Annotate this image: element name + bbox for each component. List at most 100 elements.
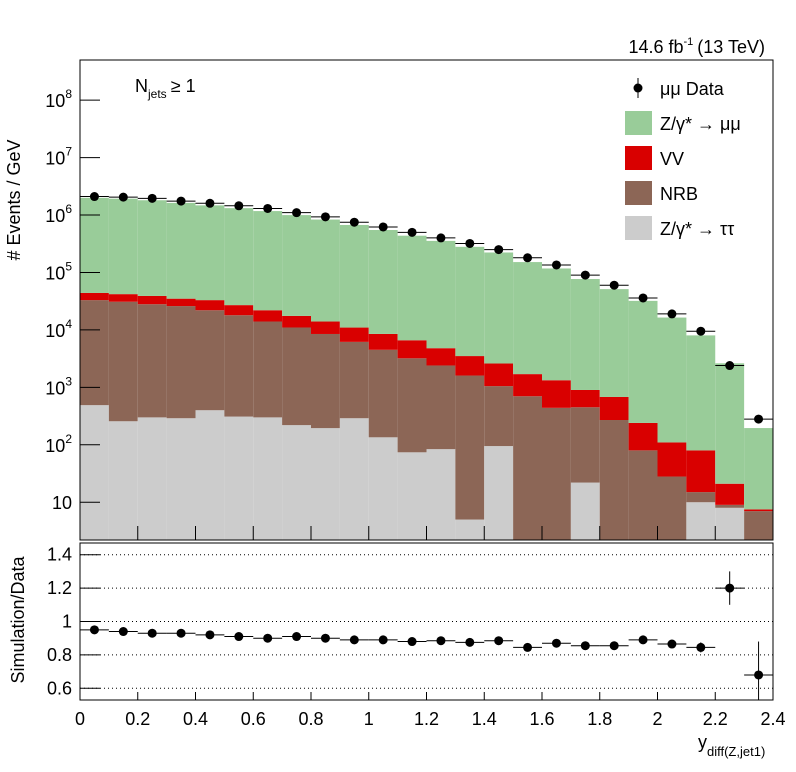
legend-swatch (625, 146, 652, 170)
x-tick-label: 2.2 (703, 709, 728, 729)
stack-bar (368, 333, 398, 350)
stack-bar (426, 449, 456, 540)
stack-bar (339, 327, 369, 342)
stack-bar (513, 262, 542, 375)
ratio-point (89, 625, 99, 635)
data-point (118, 192, 128, 202)
stack-bar (455, 246, 485, 357)
stack-bar (195, 310, 225, 411)
y-tick-label: 106 (45, 202, 72, 226)
stack-bar (108, 421, 138, 540)
stack-bar (137, 200, 167, 296)
x-tick-label: 2.4 (760, 709, 785, 729)
legend-label: μμ Data (660, 79, 725, 99)
annotation-base: N (135, 76, 148, 96)
data-point (754, 414, 764, 424)
stack-bar (397, 358, 427, 453)
stack-bar (368, 230, 398, 334)
ratio-point (494, 636, 504, 646)
y-tick-base: 10 (45, 321, 65, 341)
stack-bar (166, 418, 196, 540)
data-point (667, 309, 677, 319)
y-tick-base: 10 (45, 378, 65, 398)
legend-swatch (625, 111, 652, 135)
x-tick-label: 2 (652, 709, 662, 729)
stack-bar (195, 205, 225, 301)
stack-bar (686, 335, 716, 451)
stack-bar (282, 215, 311, 316)
stack-bar (426, 365, 456, 450)
stack-bar (339, 224, 369, 328)
annotation-rest: ≥ 1 (171, 76, 196, 96)
stack-bar (484, 446, 514, 540)
stack-bar (484, 363, 514, 387)
stack-bar (484, 386, 514, 447)
ratio-point (725, 583, 735, 593)
y-tick-label: 103 (45, 374, 72, 398)
stack-bar (657, 317, 687, 443)
ratio-point (292, 632, 302, 642)
stack-bar (339, 341, 369, 419)
data-point (523, 253, 533, 263)
stack-bar (628, 450, 658, 540)
ratio-point (147, 628, 157, 638)
stack-bar (108, 294, 138, 302)
stack-bar (686, 492, 716, 503)
stack-bar (542, 268, 571, 381)
stack-bar (311, 219, 340, 322)
lumi-energy: (13 TeV) (697, 37, 765, 57)
stack-bar (715, 504, 745, 508)
y-tick-base: 10 (45, 149, 65, 169)
stack-bar (628, 422, 658, 451)
stack-bar (339, 418, 369, 540)
stack-bar (253, 211, 283, 311)
y-tick-exponent: 3 (65, 374, 72, 388)
ratio-point (465, 637, 475, 647)
stack-bar (513, 374, 542, 397)
stack-bar (368, 437, 398, 540)
stack-bar (570, 482, 600, 540)
stack-bar (80, 197, 109, 293)
stack-bar (628, 300, 658, 423)
stack-bar (311, 428, 340, 540)
ratio-y-tick-label: 0.8 (47, 645, 72, 665)
data-point (436, 233, 446, 243)
data-point (320, 212, 330, 222)
stack-bar (397, 235, 427, 341)
stack-bar (715, 483, 745, 505)
data-point (465, 238, 475, 248)
data-point (147, 193, 157, 203)
stack-bar (744, 509, 773, 512)
ratio-point (436, 636, 446, 646)
stack-bar (455, 356, 485, 376)
y-tick-exponent: 4 (65, 317, 72, 331)
ratio-point (638, 635, 648, 645)
legend-label: NRB (660, 184, 698, 204)
data-point (696, 326, 706, 336)
data-point (89, 192, 99, 202)
stack-bar (570, 407, 600, 483)
stack-bar (137, 295, 167, 305)
ratio-y-tick-label: 1 (62, 612, 72, 632)
stack-bar (166, 306, 196, 419)
y-tick-label: 108 (45, 87, 72, 111)
stack-bar (715, 507, 745, 540)
y-tick-base: 10 (45, 206, 65, 226)
ratio-point (667, 639, 677, 649)
stack-bar (108, 301, 138, 422)
y-tick-label: 107 (45, 145, 72, 169)
data-point (263, 203, 273, 213)
stack-bar (599, 289, 629, 397)
stack-bar (224, 416, 254, 540)
data-point (234, 201, 244, 211)
legend-label: Z/γ* → μμ (660, 114, 741, 134)
y-tick-exponent: 6 (65, 202, 72, 216)
stack-bar (686, 450, 716, 493)
y-tick-label: 10 (52, 493, 72, 513)
stack-bar (311, 333, 340, 429)
lumi-exponent: -1 (684, 36, 694, 48)
y-tick-exponent: 7 (65, 145, 72, 159)
ratio-point (234, 632, 244, 642)
stack-bar (282, 327, 311, 426)
